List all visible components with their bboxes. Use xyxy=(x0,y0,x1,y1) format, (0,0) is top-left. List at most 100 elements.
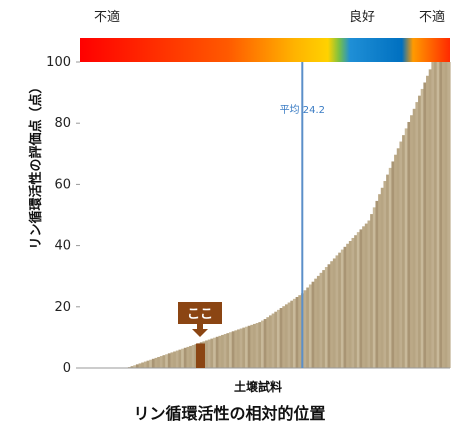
bar xyxy=(335,255,339,368)
y-axis: 0 20 40 60 80 100 xyxy=(46,55,80,376)
bar xyxy=(223,334,227,368)
bar xyxy=(324,267,329,368)
bar xyxy=(351,237,355,368)
evaluation-color-band xyxy=(80,38,450,62)
y-tick-label: 0 xyxy=(63,361,71,376)
bar xyxy=(431,62,435,368)
bar xyxy=(362,226,366,368)
bar xyxy=(253,323,257,368)
bar xyxy=(332,258,337,368)
bar xyxy=(181,348,185,368)
bar xyxy=(255,323,259,368)
bar xyxy=(271,313,275,368)
bar xyxy=(178,349,182,368)
bar xyxy=(239,328,243,368)
bar xyxy=(407,121,411,368)
x-axis-label: 土壌試料 xyxy=(234,379,282,394)
bar xyxy=(319,272,323,368)
bar xyxy=(149,359,153,368)
marker-arrow-stem xyxy=(197,324,203,329)
bar xyxy=(287,302,291,368)
bar xyxy=(205,340,209,368)
bar xyxy=(186,346,190,368)
bar xyxy=(173,351,177,368)
bar xyxy=(418,95,422,368)
bar xyxy=(356,232,361,368)
bar xyxy=(250,324,254,368)
bar xyxy=(282,306,286,368)
bar xyxy=(404,128,409,368)
y-tick-label: 20 xyxy=(54,300,71,315)
bar xyxy=(183,347,188,368)
bar xyxy=(338,252,342,368)
marker-box xyxy=(178,302,222,324)
bar xyxy=(234,330,238,368)
bar xyxy=(266,317,270,368)
bar xyxy=(303,290,307,368)
bar xyxy=(175,350,180,368)
bar xyxy=(340,249,345,368)
bar xyxy=(133,365,137,368)
bar xyxy=(231,331,235,368)
bar xyxy=(157,356,161,368)
bar xyxy=(399,141,403,368)
bar xyxy=(274,311,278,368)
y-tick-label: 40 xyxy=(54,239,71,254)
bar xyxy=(215,336,220,368)
bar xyxy=(388,167,393,368)
bar xyxy=(410,115,414,369)
bar xyxy=(159,356,164,368)
bar xyxy=(367,220,371,368)
bar xyxy=(167,353,172,368)
bar xyxy=(348,241,353,368)
bar xyxy=(221,334,225,368)
bar xyxy=(247,325,251,368)
bar xyxy=(442,62,446,368)
y-tick-label: 80 xyxy=(54,116,71,131)
bar xyxy=(295,297,299,368)
y-tick-label: 100 xyxy=(46,55,71,70)
band-label-middle: 良好 xyxy=(349,9,375,25)
bar xyxy=(191,345,196,368)
bar xyxy=(141,362,145,368)
bar xyxy=(346,243,350,368)
figure-caption: リン循環活性の相対的位置 xyxy=(133,404,326,423)
bar xyxy=(327,264,331,368)
bar xyxy=(130,366,134,368)
bar xyxy=(428,69,432,368)
bar xyxy=(290,300,294,368)
bar xyxy=(263,319,267,368)
bar xyxy=(306,287,310,368)
bar xyxy=(370,214,374,368)
bar xyxy=(162,355,166,368)
bar xyxy=(396,148,401,368)
bar xyxy=(372,207,377,368)
bar xyxy=(316,275,321,368)
bar xyxy=(394,154,398,368)
chart: 不適 良好 不適 0 20 40 60 80 100 平均 24.2 ここ リン循環活性の… xyxy=(28,9,451,394)
bar xyxy=(444,62,448,368)
bar xyxy=(375,200,379,368)
bar xyxy=(420,88,424,369)
y-tick-label: 60 xyxy=(54,177,71,192)
sample-marker: ここ xyxy=(178,302,222,368)
bar xyxy=(245,326,249,368)
bar xyxy=(354,235,358,368)
bar xyxy=(343,246,347,368)
bar xyxy=(207,339,212,368)
bar xyxy=(378,194,382,368)
bar xyxy=(210,338,214,368)
bar xyxy=(170,352,174,368)
bar xyxy=(412,108,416,368)
marker-arrow-head xyxy=(192,329,208,337)
bar xyxy=(213,337,217,368)
bar xyxy=(436,62,440,368)
bar xyxy=(138,363,142,368)
bar xyxy=(276,309,281,368)
bar xyxy=(218,335,222,368)
bar xyxy=(261,320,265,368)
marker-label: ここ xyxy=(187,307,213,322)
bar-series xyxy=(127,62,451,369)
bar xyxy=(383,181,387,368)
bar xyxy=(311,281,315,368)
